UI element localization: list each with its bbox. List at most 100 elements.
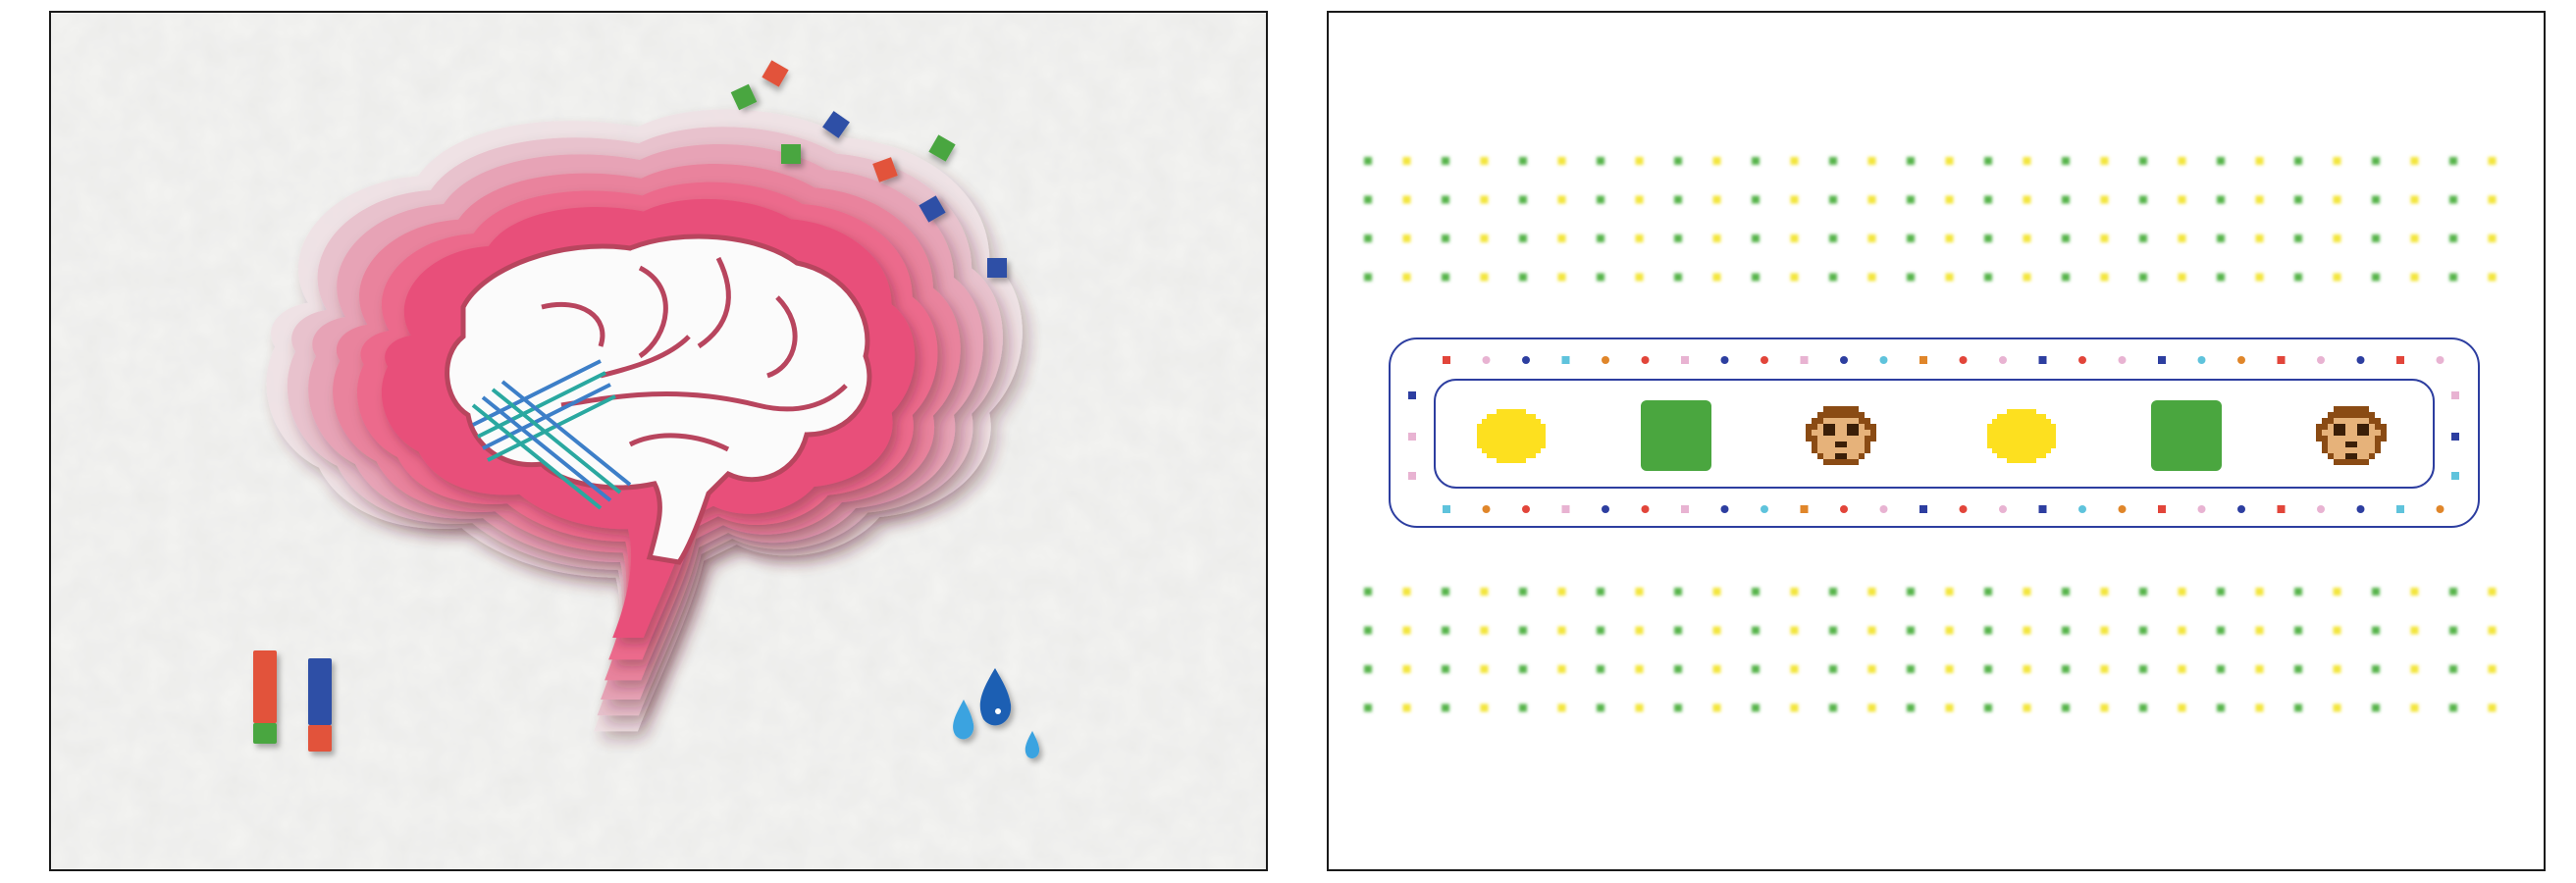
dot <box>1907 195 1915 204</box>
dot <box>1674 157 1682 165</box>
water-drop-icon <box>953 668 1040 759</box>
dot <box>2217 234 2225 242</box>
dot <box>2178 273 2186 282</box>
frame-marker <box>1641 356 1650 364</box>
dot <box>1480 588 1489 596</box>
block-icon <box>730 60 1007 278</box>
frame-marker <box>1919 505 1927 513</box>
dot <box>1557 273 1566 282</box>
dot <box>1945 195 1954 204</box>
dot <box>1907 665 1915 673</box>
dot <box>1364 703 1372 712</box>
dot <box>1829 703 1837 712</box>
frame-marker <box>2118 505 2127 513</box>
frame-marker <box>1761 356 1768 364</box>
dot <box>1597 157 1604 165</box>
dot <box>1945 157 1954 165</box>
brain-illustration-panel <box>49 11 1268 871</box>
dot <box>2100 273 2109 282</box>
dot <box>1712 626 1721 635</box>
dot <box>1867 703 1876 712</box>
green-square-icon <box>2151 400 2222 471</box>
frame-marker <box>1443 356 1450 364</box>
dot <box>1867 234 1876 242</box>
dot <box>1945 234 1954 242</box>
dot <box>1984 273 1992 282</box>
dot <box>2333 588 2341 596</box>
dot <box>1364 273 1372 282</box>
dot <box>1790 195 1799 204</box>
green-square-icon <box>1641 400 1711 471</box>
dot <box>1752 703 1760 712</box>
frame-marker <box>2451 472 2459 480</box>
dot <box>1984 703 1992 712</box>
frame-marker <box>1840 505 1848 513</box>
dot <box>2488 273 2497 282</box>
dot <box>1867 273 1876 282</box>
fiber-tract-icon <box>471 359 632 510</box>
frame-marker <box>1840 356 1848 364</box>
dot <box>1364 588 1372 596</box>
dot <box>1867 665 1876 673</box>
dot <box>1364 195 1372 204</box>
dot <box>2217 195 2225 204</box>
frame-marker <box>2396 356 2404 364</box>
dot <box>1442 703 1449 712</box>
dot <box>2139 195 2147 204</box>
dot <box>1635 588 1644 596</box>
dot <box>2410 157 2419 165</box>
dot <box>1402 157 1411 165</box>
dot <box>1790 626 1799 635</box>
dot <box>2294 157 2302 165</box>
dot <box>2410 703 2419 712</box>
frame-marker <box>1959 505 1968 513</box>
bar-icon <box>253 650 277 744</box>
frame-marker <box>1641 505 1650 513</box>
dot <box>1945 665 1954 673</box>
dot <box>1519 588 1527 596</box>
dot <box>1442 665 1449 673</box>
bar-icon <box>308 658 332 752</box>
dot <box>1635 665 1644 673</box>
dot <box>2023 234 2031 242</box>
dot <box>2178 626 2186 635</box>
dot <box>1674 626 1682 635</box>
stimulus-frame-icon <box>1389 338 2480 528</box>
monkey-face-icon <box>2316 406 2387 465</box>
dot <box>2488 195 2497 204</box>
frame-marker <box>1879 505 1888 513</box>
dot <box>2062 626 2070 635</box>
dot <box>1907 157 1915 165</box>
dot <box>2023 665 2031 673</box>
dot <box>1635 703 1644 712</box>
dot <box>2023 626 2031 635</box>
dot <box>2294 195 2302 204</box>
dot <box>2372 665 2380 673</box>
frame-marker <box>1482 356 1491 364</box>
dot <box>2139 588 2147 596</box>
dot <box>2178 588 2186 596</box>
dot <box>2217 703 2225 712</box>
dot <box>1829 588 1837 596</box>
dot <box>2062 703 2070 712</box>
yellow-circle-icon <box>1987 409 2056 463</box>
dot <box>2139 626 2147 635</box>
dot <box>2255 157 2264 165</box>
bar-icon <box>253 650 332 752</box>
dot <box>1712 195 1721 204</box>
frame-marker <box>2078 505 2086 513</box>
block-icon <box>762 60 789 87</box>
block-icon <box>822 111 850 138</box>
dot <box>1945 626 1954 635</box>
dot <box>2100 157 2109 165</box>
frame-marker <box>2197 505 2206 513</box>
frame-marker <box>1959 356 1968 364</box>
dot <box>1752 234 1760 242</box>
dot <box>1907 273 1915 282</box>
dot <box>1519 195 1527 204</box>
frame-marker <box>2158 505 2166 513</box>
dot <box>1597 195 1604 204</box>
dot <box>1752 195 1760 204</box>
dot <box>1597 588 1604 596</box>
frame-marker <box>1408 472 1416 480</box>
